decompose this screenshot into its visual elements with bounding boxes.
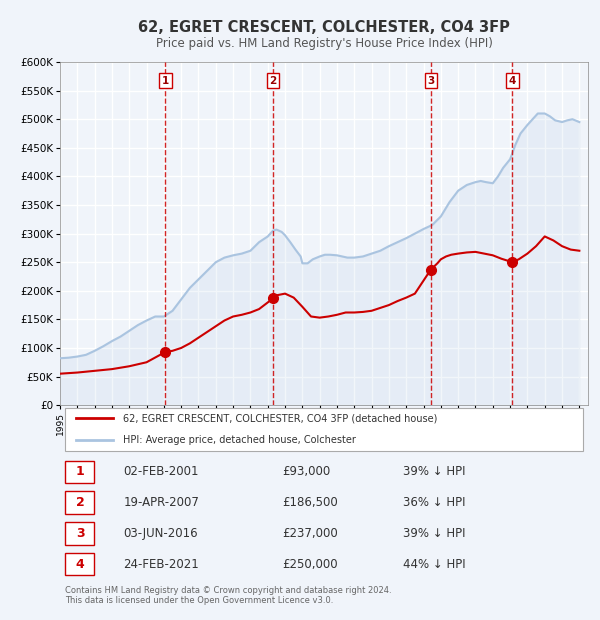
Text: 4: 4 bbox=[509, 76, 516, 86]
FancyBboxPatch shape bbox=[65, 523, 94, 544]
Text: HPI: Average price, detached house, Colchester: HPI: Average price, detached house, Colc… bbox=[124, 435, 356, 445]
Text: 4: 4 bbox=[76, 558, 85, 571]
Text: 39% ↓ HPI: 39% ↓ HPI bbox=[403, 465, 466, 478]
Text: Price paid vs. HM Land Registry's House Price Index (HPI): Price paid vs. HM Land Registry's House … bbox=[155, 37, 493, 50]
Text: £237,000: £237,000 bbox=[282, 527, 338, 540]
Text: 39% ↓ HPI: 39% ↓ HPI bbox=[403, 527, 466, 540]
Text: 3: 3 bbox=[76, 527, 85, 540]
Text: 62, EGRET CRESCENT, COLCHESTER, CO4 3FP: 62, EGRET CRESCENT, COLCHESTER, CO4 3FP bbox=[138, 20, 510, 35]
Text: 62, EGRET CRESCENT, COLCHESTER, CO4 3FP (detached house): 62, EGRET CRESCENT, COLCHESTER, CO4 3FP … bbox=[124, 413, 438, 423]
Text: 2: 2 bbox=[76, 496, 85, 509]
Text: £93,000: £93,000 bbox=[282, 465, 330, 478]
Text: 1: 1 bbox=[162, 76, 169, 86]
Text: 02-FEB-2001: 02-FEB-2001 bbox=[124, 465, 199, 478]
FancyBboxPatch shape bbox=[65, 407, 583, 451]
Text: 3: 3 bbox=[427, 76, 434, 86]
FancyBboxPatch shape bbox=[65, 492, 94, 514]
FancyBboxPatch shape bbox=[65, 461, 94, 483]
Text: £250,000: £250,000 bbox=[282, 558, 337, 571]
Text: 03-JUN-2016: 03-JUN-2016 bbox=[124, 527, 198, 540]
Text: 2: 2 bbox=[269, 76, 277, 86]
FancyBboxPatch shape bbox=[65, 553, 94, 575]
Text: £186,500: £186,500 bbox=[282, 496, 338, 509]
Text: 1: 1 bbox=[76, 465, 85, 478]
Text: 44% ↓ HPI: 44% ↓ HPI bbox=[403, 558, 466, 571]
Text: 19-APR-2007: 19-APR-2007 bbox=[124, 496, 199, 509]
Text: Contains HM Land Registry data © Crown copyright and database right 2024.
This d: Contains HM Land Registry data © Crown c… bbox=[65, 586, 392, 605]
Text: 36% ↓ HPI: 36% ↓ HPI bbox=[403, 496, 466, 509]
Text: 24-FEB-2021: 24-FEB-2021 bbox=[124, 558, 199, 571]
